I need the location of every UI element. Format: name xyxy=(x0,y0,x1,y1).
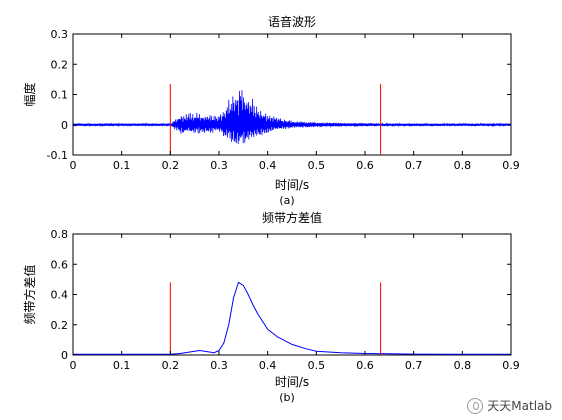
y-tick-label: 0.8 xyxy=(51,228,69,241)
watermark: 天天Matlab xyxy=(467,397,552,414)
chart-waveform: 0 0.1 0.2 0.3 0.4 0.5 0.6 0.7 0.8 0.9-0.100.10.20… xyxy=(22,14,520,207)
y-tick-label: 0 xyxy=(61,349,68,362)
variance-series-line xyxy=(73,281,511,355)
waveform-series-line xyxy=(72,90,512,145)
y-tick-label: 0 xyxy=(61,119,68,132)
x-tick-label: 0.4 xyxy=(259,159,277,172)
x-tick-label: 0.5 xyxy=(308,359,326,372)
chart-title: 频带方差值 xyxy=(262,210,322,225)
x-tick-label: 0.2 xyxy=(162,159,180,172)
plot-area xyxy=(72,33,512,156)
x-tick-label: 0.8 xyxy=(454,159,472,172)
subfigure-caption: (a) xyxy=(279,194,294,207)
chart-band-variance: 0 0.1 0.2 0.3 0.4 0.5 0.6 0.7 0.8 0.9 0 0.2 0.4 0.6 0.… xyxy=(22,210,520,404)
plot-area xyxy=(72,233,512,356)
y-tick-label: 0.3 xyxy=(51,28,69,41)
x-tick-label: 0.4 xyxy=(259,359,277,372)
x-tick-label: 0.8 xyxy=(454,359,472,372)
x-tick-label: 0.6 xyxy=(356,359,374,372)
x-tick-label: 0.7 xyxy=(405,159,423,172)
y-axis-label: 频带方差值 xyxy=(22,264,37,324)
y-tick-label: 0.6 xyxy=(51,258,69,271)
x-tick-label: 0.3 xyxy=(210,359,228,372)
y-tick-label: 0.1 xyxy=(51,89,69,102)
y-tick-label: 0.4 xyxy=(51,289,69,302)
x-axis-label: 时间/s xyxy=(275,375,309,389)
watermark-text: 天天Matlab xyxy=(487,399,552,413)
x-tick-label: 0 xyxy=(70,359,77,372)
x-tick-label: 0.7 xyxy=(405,359,423,372)
wechat-logo-icon xyxy=(467,397,484,414)
x-tick-label: 0.9 xyxy=(502,359,520,372)
y-axis-label: 幅度 xyxy=(22,82,37,106)
x-tick-label: 0.1 xyxy=(113,159,131,172)
x-tick-label: 0 xyxy=(70,159,77,172)
x-axis-label: 时间/s xyxy=(275,178,309,192)
x-tick-label: 0.9 xyxy=(502,159,520,172)
subfigure-caption: (b) xyxy=(279,391,295,404)
x-tick-label: 0.6 xyxy=(356,159,374,172)
chart-title: 语音波形 xyxy=(268,14,316,29)
x-tick-label: 0.5 xyxy=(308,159,326,172)
y-tick-label: 0.2 xyxy=(51,58,69,71)
y-tick-label: 0.2 xyxy=(51,319,69,332)
x-tick-label: 0.1 xyxy=(113,359,131,372)
x-tick-label: 0.3 xyxy=(210,159,228,172)
y-tick-label: -0.1 xyxy=(47,149,68,162)
x-tick-label: 0.2 xyxy=(162,359,180,372)
